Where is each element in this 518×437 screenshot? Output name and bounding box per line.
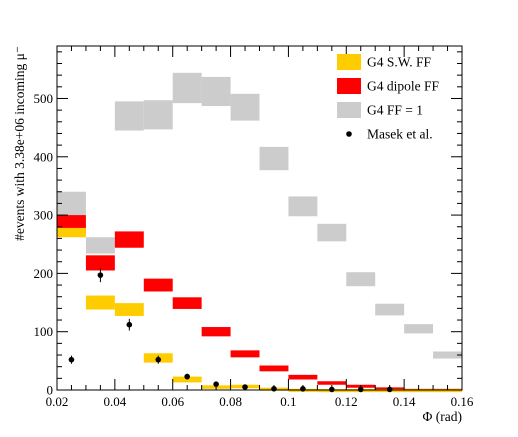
legend: G4 S.W. FF G4 dipole FF G4 FF = 1 Masek et … xyxy=(337,54,440,142)
band-g4-ff-1-bin-12 xyxy=(404,324,434,334)
x-tick-label: 0.04 xyxy=(103,394,126,409)
data-point-2 xyxy=(126,321,133,328)
band-g4-ff-1-bin-0 xyxy=(57,191,86,216)
x-tick-label: 0.12 xyxy=(335,394,358,409)
band-g4-ff-1-bin-2 xyxy=(114,101,144,131)
band-g4-ff-1-bin-7 xyxy=(259,146,289,171)
band-g4-dipole-ff-bin-8 xyxy=(288,374,318,380)
band-g4-s-w-ff-bin-13 xyxy=(433,389,462,393)
y-tick-label: 200 xyxy=(34,266,54,281)
y-tick-label: 500 xyxy=(34,91,54,106)
x-tick-label: 0.06 xyxy=(161,394,184,409)
band-g4-dipole-ff-bin-1 xyxy=(85,255,115,271)
band-g4-s-w-ff-bin-1 xyxy=(85,295,115,310)
band-g4-ff-1-bin-6 xyxy=(230,93,260,121)
x-tick-label: 0.16 xyxy=(451,394,474,409)
band-g4-s-w-ff-bin-2 xyxy=(114,303,144,316)
legend-marker-masek-et-al xyxy=(346,131,352,137)
y-tick-label: 300 xyxy=(34,208,54,223)
band-g4-ff-1-bin-9 xyxy=(317,223,347,242)
x-tick-label: 0.1 xyxy=(280,394,296,409)
y-tick-label: 0 xyxy=(47,383,54,398)
band-g4-dipole-ff-bin-6 xyxy=(230,350,260,358)
band-g4-ff-1-bin-8 xyxy=(288,196,318,217)
y-tick-label: 400 xyxy=(34,149,54,164)
band-g4-dipole-ff-bin-3 xyxy=(143,278,173,292)
data-point-4 xyxy=(184,373,190,380)
legend-label-g4-ff-1: G4 FF = 1 xyxy=(367,103,423,118)
legend-label-g4-s-w-ff: G4 S.W. FF xyxy=(367,55,432,70)
y-axis-title: #events with 3.38e+06 incoming μ⁻ xyxy=(12,46,27,241)
data-point-5 xyxy=(213,381,219,387)
y-tick-label: 100 xyxy=(34,324,54,339)
band-g4-ff-1-bin-11 xyxy=(375,303,405,316)
band-g4-ff-1-bin-5 xyxy=(201,76,231,107)
band-g4-dipole-ff-bin-5 xyxy=(201,327,231,337)
band-g4-dipole-ff-bin-9 xyxy=(317,381,347,385)
x-tick-label: 0.02 xyxy=(46,394,69,409)
data-point-0 xyxy=(68,356,75,363)
data-point-3 xyxy=(155,356,162,363)
band-g4-ff-1-bin-10 xyxy=(346,272,376,287)
x-tick-label: 0.08 xyxy=(219,394,242,409)
band-g4-dipole-ff-bin-2 xyxy=(114,231,144,248)
axes-layer: 0.02 0.04 0.06 0.08 0.1 0.12 0.14 0.16 0 100 200 30… xyxy=(34,45,474,409)
x-axis-title: Φ (rad) xyxy=(423,409,462,424)
band-g4-ff-1-bin-13 xyxy=(433,351,462,359)
band-g4-ff-1-bin-3 xyxy=(143,100,173,130)
data-point-1 xyxy=(97,272,104,278)
legend-label-g4-dipole-ff: G4 dipole FF xyxy=(367,79,440,94)
band-g4-s-w-ff-bin-0 xyxy=(57,227,86,238)
legend-swatch-g4-s-w-ff xyxy=(337,54,361,70)
band-g4-dipole-ff-bin-4 xyxy=(172,297,202,309)
band-g4-ff-1-bin-1 xyxy=(85,237,115,254)
legend-label-masek-et-al: Masek et al. xyxy=(367,127,433,142)
legend-swatch-g4-ff-1 xyxy=(337,102,361,118)
x-tick-label: 0.14 xyxy=(393,394,416,409)
band-g4-dipole-ff-bin-7 xyxy=(259,365,289,372)
band-g4-s-w-ff-bin-12 xyxy=(404,389,434,393)
legend-swatch-g4-dipole-ff xyxy=(337,78,361,94)
band-g4-ff-1-bin-4 xyxy=(172,72,202,104)
